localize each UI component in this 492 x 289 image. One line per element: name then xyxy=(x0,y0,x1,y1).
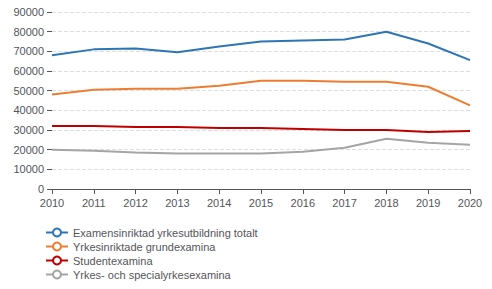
svg-text:2016: 2016 xyxy=(291,197,315,209)
svg-text:Examensinriktad yrkesutbildnin: Examensinriktad yrkesutbildning totalt xyxy=(73,227,258,239)
svg-text:90000: 90000 xyxy=(13,6,44,18)
svg-text:2015: 2015 xyxy=(249,197,273,209)
svg-text:Yrkesinriktade grundexamina: Yrkesinriktade grundexamina xyxy=(73,241,216,253)
svg-text:60000: 60000 xyxy=(13,65,44,77)
svg-text:2010: 2010 xyxy=(40,197,64,209)
svg-text:20000: 20000 xyxy=(13,144,44,156)
svg-text:Yrkes- och specialyrkesexamina: Yrkes- och specialyrkesexamina xyxy=(73,269,232,281)
svg-text:50000: 50000 xyxy=(13,85,44,97)
svg-text:2020: 2020 xyxy=(458,197,482,209)
svg-text:0: 0 xyxy=(38,183,44,195)
svg-text:2013: 2013 xyxy=(165,197,189,209)
svg-text:30000: 30000 xyxy=(13,124,44,136)
svg-text:10000: 10000 xyxy=(13,163,44,175)
svg-text:2014: 2014 xyxy=(207,197,231,209)
svg-text:2019: 2019 xyxy=(416,197,440,209)
svg-text:70000: 70000 xyxy=(13,45,44,57)
svg-text:80000: 80000 xyxy=(13,26,44,38)
svg-text:40000: 40000 xyxy=(13,104,44,116)
svg-text:2018: 2018 xyxy=(374,197,398,209)
svg-text:Studentexamina: Studentexamina xyxy=(73,255,153,267)
svg-text:2011: 2011 xyxy=(82,197,106,209)
svg-text:2017: 2017 xyxy=(332,197,356,209)
svg-text:2012: 2012 xyxy=(123,197,147,209)
